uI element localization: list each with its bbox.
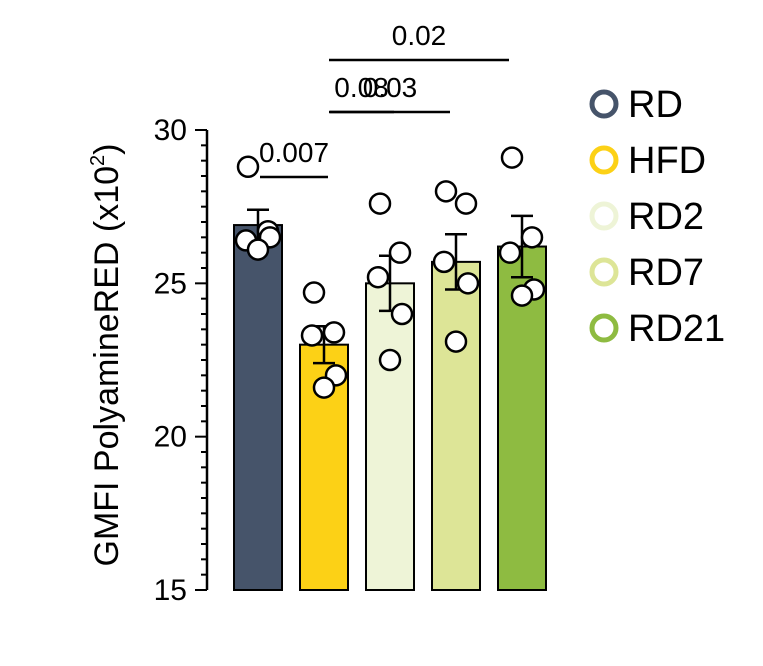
y-axis-label: GMFI PolyamineRED (x102): [87, 144, 126, 567]
legend-label-rd2: RD2: [628, 196, 704, 238]
data-point-hfd: [300, 324, 324, 347]
y-tick-label: 30: [154, 114, 187, 147]
legend-label-rd7: RD7: [628, 252, 704, 294]
bar-rd7: [431, 260, 481, 591]
data-point-rd21: [510, 284, 534, 307]
bars: [233, 208, 547, 592]
data-point-rd7: [454, 192, 478, 215]
data-points: [234, 146, 546, 399]
data-point-rd2: [388, 241, 412, 264]
data-point-rd7: [444, 330, 468, 353]
legend-marker-rd7: [589, 257, 619, 287]
legend-marker-rd21: [589, 313, 619, 343]
data-point-rd21: [520, 226, 544, 249]
y-axis: 15 20 25 30: [154, 114, 209, 607]
legend: RD HFD RD2 RD7 RD21: [589, 84, 725, 350]
p-value-label: 0.03: [363, 72, 418, 103]
legend-marker-rd: [589, 89, 619, 119]
data-point-hfd: [322, 321, 346, 344]
data-point-rd: [246, 238, 270, 261]
data-point-rd2: [378, 348, 402, 372]
data-point-rd7: [434, 180, 458, 203]
p-value-label: 0.02: [392, 20, 447, 51]
legend-label-rd: RD: [628, 84, 683, 126]
data-point-rd2: [390, 302, 414, 326]
y-tick-label: 20: [154, 421, 187, 454]
data-point-rd2: [366, 265, 390, 289]
data-point-rd21: [498, 241, 522, 264]
bar-rd2: [365, 282, 415, 591]
legend-marker-rd2: [589, 201, 619, 231]
legend-label-hfd: HFD: [628, 140, 706, 182]
data-point-rd7: [456, 272, 480, 295]
data-point-rd21: [500, 146, 524, 169]
legend-marker-hfd: [589, 145, 619, 175]
data-point-rd2: [368, 192, 392, 215]
data-point-hfd: [312, 376, 336, 399]
significance-brackets: 0.007 0.080.03 0.02: [259, 20, 509, 179]
data-point-rd7: [432, 250, 456, 274]
p-value-label: 0.08: [334, 72, 389, 103]
bar-rd: [233, 224, 283, 591]
data-point-hfd: [302, 281, 326, 304]
legend-label-rd21: RD21: [628, 308, 725, 350]
p-value-label: 0.007: [259, 137, 329, 168]
y-tick-label: 15: [154, 574, 187, 607]
y-tick-label: 25: [154, 267, 187, 300]
data-point-rd: [236, 155, 260, 179]
